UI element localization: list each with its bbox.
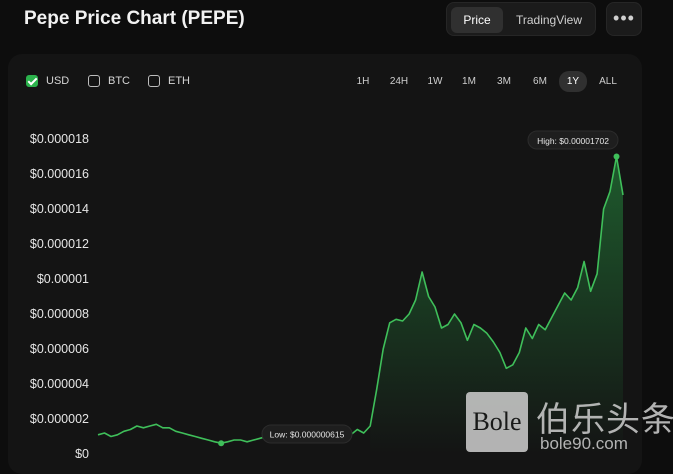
chart-view-toggle: Price TradingView: [446, 2, 596, 36]
watermark-text: 伯乐头条: [536, 401, 673, 439]
y-tick-label: $0.000014: [30, 202, 89, 216]
price-chart: $0.000018 $0.000016 $0.000014 $0.000012 $0.0…: [30, 130, 624, 458]
range-3m-button[interactable]: 3M: [497, 76, 511, 87]
y-tick-label: $0.000018: [30, 132, 89, 146]
y-tick-label: $0.000016: [30, 167, 89, 181]
price-view-button[interactable]: Price: [451, 7, 503, 33]
y-tick-label: $0.00001: [37, 272, 89, 286]
currency-label: USD: [46, 75, 70, 87]
low-marker: Low: $0.000000615: [218, 424, 353, 447]
tradingview-view-button[interactable]: TradingView: [515, 13, 583, 27]
watermark-url: bole90.com: [540, 434, 628, 453]
y-tick-label: $0.000002: [30, 412, 89, 426]
checkbox-icon: [88, 75, 100, 87]
more-horizontal-icon: •••: [613, 8, 635, 28]
range-1y-button[interactable]: 1Y: [559, 71, 587, 92]
more-options-button[interactable]: •••: [606, 2, 642, 36]
checkbox-checked-icon: [26, 75, 38, 87]
high-marker: High: $0.00001702: [527, 130, 620, 160]
range-all-button[interactable]: ALL: [599, 76, 617, 87]
price-line: [97, 155, 624, 444]
y-tick-label: $0.000004: [30, 377, 89, 391]
y-tick-label: $0: [75, 447, 89, 458]
range-1m-button[interactable]: 1M: [462, 76, 476, 87]
high-price-label: High: $0.00001702: [537, 136, 609, 146]
watermark-logo-text: Bole: [472, 407, 522, 436]
range-1w-button[interactable]: 1W: [427, 76, 443, 87]
checkbox-icon: [148, 75, 160, 87]
currency-label: ETH: [168, 75, 190, 87]
page-title: Pepe Price Chart (PEPE): [24, 8, 245, 29]
low-price-label: Low: $0.000000615: [270, 430, 345, 440]
range-6m-button[interactable]: 6M: [533, 76, 547, 87]
currency-label: BTC: [108, 75, 130, 87]
price-area-fill: [370, 156, 623, 454]
watermark-logo: Bole: [466, 392, 528, 452]
range-24h-button[interactable]: 24H: [389, 76, 409, 87]
y-tick-label: $0.000012: [30, 237, 89, 251]
range-1h-button[interactable]: 1H: [356, 76, 370, 87]
y-tick-label: $0.000008: [30, 307, 89, 321]
y-tick-label: $0.000006: [30, 342, 89, 356]
